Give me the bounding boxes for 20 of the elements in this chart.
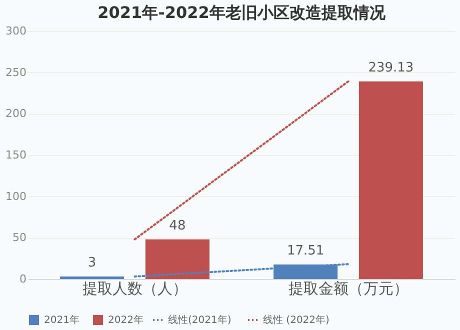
y-tick-label: 300 — [6, 24, 26, 38]
y-tick-label: 100 — [6, 190, 26, 203]
bar — [145, 239, 210, 279]
legend-label: 2021年 — [44, 314, 80, 326]
legend-label: 线性(2021年) — [168, 314, 232, 326]
y-tick-label: 200 — [6, 107, 26, 120]
chart-title: 2021年-2022年老旧小区改造提取情况 — [98, 3, 386, 22]
legend-label: 线性 (2022年) — [263, 314, 330, 326]
y-tick-label: 150 — [6, 148, 26, 162]
data-label: 3 — [88, 256, 96, 271]
x-tick-label: 提取金额（万元） — [288, 280, 408, 298]
y-tick-label: 50 — [12, 231, 26, 244]
data-label: 48 — [169, 218, 186, 234]
x-tick-label: 提取人数（人） — [82, 280, 188, 298]
data-label: 239.13 — [368, 60, 414, 76]
y-tick-label: 0 — [20, 272, 26, 286]
y-tick-label: 250 — [6, 66, 26, 79]
bar — [358, 81, 423, 279]
legend-label: 2022年 — [108, 314, 144, 326]
data-label: 17.51 — [286, 244, 324, 259]
